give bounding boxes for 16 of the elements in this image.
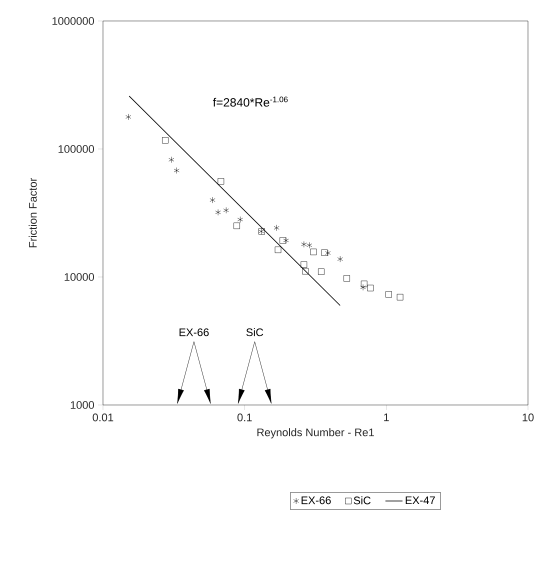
x-tick-label: 0.1 (237, 414, 252, 422)
y-tick-label: 100000 (58, 145, 94, 153)
x-tick-label: 1 (384, 414, 389, 422)
legend-label: EX-66 (302, 496, 331, 504)
y-tick-label: 10000 (64, 273, 94, 281)
y-tick-label: 1000000 (52, 17, 94, 25)
y-axis-title: Friction Factor (28, 178, 37, 248)
annotation: f=2840*Re$^{-1.06}$ (212, 96, 288, 107)
x-axis-title: Reynolds Number - Re1 (257, 428, 374, 438)
x-tick-label: 10 (522, 414, 534, 422)
legend-label: SiC (354, 496, 371, 504)
y-tick-label: 1000 (70, 401, 94, 409)
legend-label: EX-47 (406, 496, 435, 504)
x-tick-label: 0.01 (92, 414, 114, 422)
annotation: EX-66 (180, 328, 209, 336)
annotation: SiC (246, 328, 264, 336)
